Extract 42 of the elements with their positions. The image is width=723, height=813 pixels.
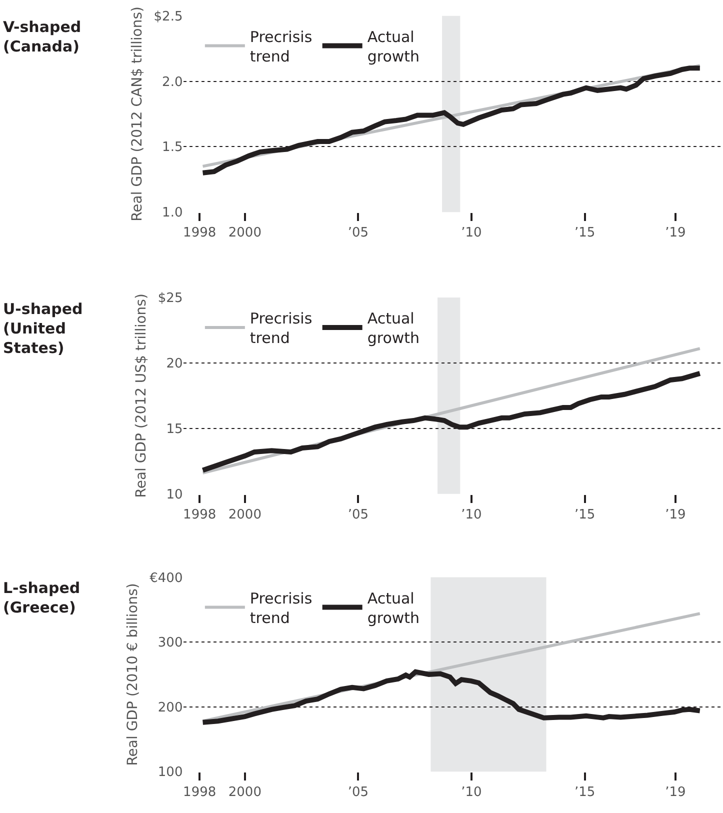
y-tick-label: 200 bbox=[158, 700, 183, 716]
y-tick-label: 300 bbox=[158, 636, 183, 651]
x-tick-label: ’05 bbox=[348, 507, 369, 522]
y-axis-title: Real GDP (2012 CAN$ trillions) bbox=[129, 6, 146, 222]
x-tick-label: ’19 bbox=[665, 785, 686, 800]
x-tick-label: 2000 bbox=[228, 785, 262, 800]
x-tick-label: ’15 bbox=[574, 226, 596, 241]
legend-label: Precrisis trend bbox=[250, 589, 312, 627]
x-tick-label: ’15 bbox=[574, 507, 596, 522]
y-axis-title: Real GDP (2010 € billions) bbox=[125, 583, 142, 766]
x-tick-label: ’15 bbox=[574, 785, 596, 800]
text: L-shaped (Greece) bbox=[3, 579, 80, 616]
x-tick-label: 2000 bbox=[228, 507, 262, 522]
legend-label: Precrisis trend bbox=[250, 310, 312, 348]
legend-label: Actual growth bbox=[367, 310, 420, 348]
y-axis-title: Real GDP (2012 US$ trillions) bbox=[134, 294, 150, 498]
y-tick-label: 1.5 bbox=[162, 140, 183, 156]
x-tick-label: ’05 bbox=[348, 226, 369, 241]
y-tick-label: €400 bbox=[150, 570, 183, 586]
x-tick-label: ’10 bbox=[461, 785, 482, 800]
x-tick-label: ’19 bbox=[665, 507, 686, 522]
y-tick-label: $2.5 bbox=[154, 9, 183, 24]
x-tick-label: 1998 bbox=[183, 507, 216, 522]
y-tick-label: 20 bbox=[166, 356, 183, 372]
x-tick-label: 1998 bbox=[183, 226, 216, 241]
x-tick-label: 2000 bbox=[228, 226, 262, 241]
text: V-shaped (Canada) bbox=[3, 18, 82, 56]
legend-label: Actual growth bbox=[367, 28, 420, 66]
text: U-shaped (United States) bbox=[3, 300, 83, 357]
x-tick-label: ’10 bbox=[461, 226, 482, 241]
x-tick-label: ’19 bbox=[665, 226, 686, 241]
x-tick-label: 1998 bbox=[183, 785, 216, 800]
y-tick-label: 1.0 bbox=[162, 206, 183, 221]
y-tick-label: 10 bbox=[166, 487, 183, 502]
legend-label: Precrisis trend bbox=[250, 28, 312, 66]
y-tick-label: 2.0 bbox=[162, 74, 183, 90]
legend-label: Actual growth bbox=[367, 589, 420, 627]
y-tick-label: $25 bbox=[158, 291, 183, 306]
y-tick-label: 100 bbox=[158, 765, 183, 780]
y-tick-label: 15 bbox=[166, 422, 183, 437]
x-tick-label: ’05 bbox=[348, 785, 369, 800]
x-tick-label: ’10 bbox=[461, 507, 482, 522]
